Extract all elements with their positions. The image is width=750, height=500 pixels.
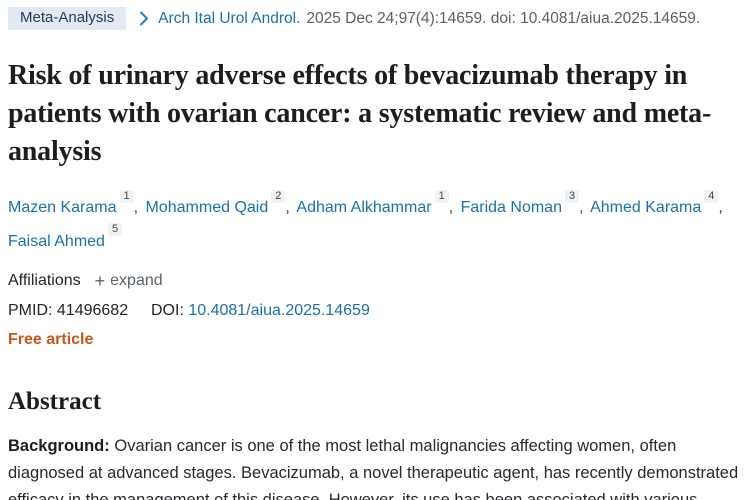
citation-text: 2025 Dec 24;97(4):14659. doi: 10.4081/ai… (306, 9, 701, 27)
author-separator: , (579, 199, 584, 217)
author-link[interactable]: Faisal Ahmed (8, 232, 105, 250)
author-link[interactable]: Farida Noman (460, 199, 562, 217)
author-separator: , (718, 199, 723, 217)
free-article-badge: Free article (8, 330, 94, 348)
author-item: Farida Noman3 (460, 190, 580, 217)
author-separator: , (285, 199, 290, 217)
affiliation-superscript[interactable]: 5 (107, 223, 123, 237)
pmid-label: PMID: (8, 301, 53, 319)
affiliation-superscript[interactable]: 1 (434, 190, 449, 203)
author-item: Faisal Ahmed5 (8, 223, 123, 250)
pmid-value: 41496682 (56, 301, 129, 319)
affiliation-superscript[interactable]: 2 (271, 190, 286, 203)
background-text: Ovarian cancer is one of the most lethal… (8, 436, 739, 500)
affiliations-label: Affiliations (8, 272, 81, 290)
affiliation-superscript[interactable]: 1 (119, 190, 134, 203)
doi-label: DOI: (151, 301, 184, 319)
author-link[interactable]: Mazen Karama (8, 199, 117, 217)
journal-link[interactable]: Arch Ital Urol Androl. (158, 9, 301, 27)
doi-link[interactable]: 10.4081/aiua.2025.14659 (188, 301, 370, 319)
author-link[interactable]: Mohammed Qaid (145, 199, 269, 217)
identifiers-row: PMID: 41496682 DOI: 10.4081/aiua.2025.14… (8, 302, 740, 320)
author-link[interactable]: Ahmed Karama (590, 199, 702, 217)
affiliations-row: Affiliations + expand (8, 271, 740, 292)
abstract-paragraph: Background: Ovarian cancer is one of the… (8, 433, 740, 500)
background-label: Background: (8, 436, 110, 455)
expand-label: expand (110, 272, 163, 290)
author-item: Ahmed Karama4 (590, 190, 719, 217)
author-item: Mazen Karama1 (8, 190, 134, 217)
abstract-heading: Abstract (8, 387, 102, 415)
authors-list: Mazen Karama1, Mohammed Qaid2, Adham Alk… (8, 189, 738, 256)
affiliation-superscript[interactable]: 3 (564, 190, 580, 203)
citation-bar: Meta-Analysis Arch Ital Urol Androl. 202… (8, 7, 740, 30)
affiliation-superscript[interactable]: 4 (704, 190, 719, 203)
author-separator: , (133, 199, 139, 217)
author-separator: , (448, 199, 454, 217)
publication-type-badge[interactable]: Meta-Analysis (8, 7, 127, 30)
author-item: Mohammed Qaid2 (145, 190, 286, 217)
author-link[interactable]: Adham Alkhammar (296, 199, 432, 217)
plus-icon: + (94, 270, 106, 291)
author-item: Adham Alkhammar1 (296, 190, 449, 217)
expand-affiliations-button[interactable]: + expand (95, 271, 163, 292)
chevron-right-icon (139, 11, 149, 26)
article-title: Risk of urinary adverse effects of bevac… (8, 60, 712, 167)
